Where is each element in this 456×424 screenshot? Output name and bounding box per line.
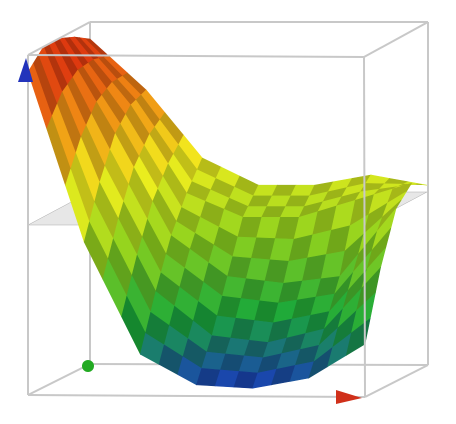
surface-cell — [139, 291, 213, 386]
surface-cell — [227, 216, 300, 284]
surface-cell — [267, 276, 341, 343]
box-edge — [363, 56, 366, 398]
surface-cell — [354, 174, 428, 201]
x-axis-marker — [336, 390, 362, 404]
surface-cell — [211, 276, 285, 343]
box-edge — [27, 394, 366, 398]
box-edge — [27, 363, 91, 396]
surface-cell — [27, 46, 100, 244]
box-edge — [363, 21, 429, 58]
surface-cell — [114, 104, 188, 237]
surface-cell — [196, 335, 269, 389]
surface-cell — [155, 235, 228, 337]
box-front — [27, 21, 429, 398]
z-axis-marker — [18, 58, 33, 82]
surface-cell — [186, 157, 259, 218]
surface-cell — [324, 208, 397, 330]
box-edge — [27, 21, 91, 56]
surface-cell — [83, 181, 157, 356]
surface-cell — [298, 174, 372, 218]
surface-cell — [252, 328, 325, 389]
surface — [27, 36, 428, 389]
box-edge — [364, 364, 429, 398]
surface-cell — [242, 184, 316, 218]
box-edge — [27, 54, 365, 58]
y-axis-marker — [82, 360, 94, 372]
